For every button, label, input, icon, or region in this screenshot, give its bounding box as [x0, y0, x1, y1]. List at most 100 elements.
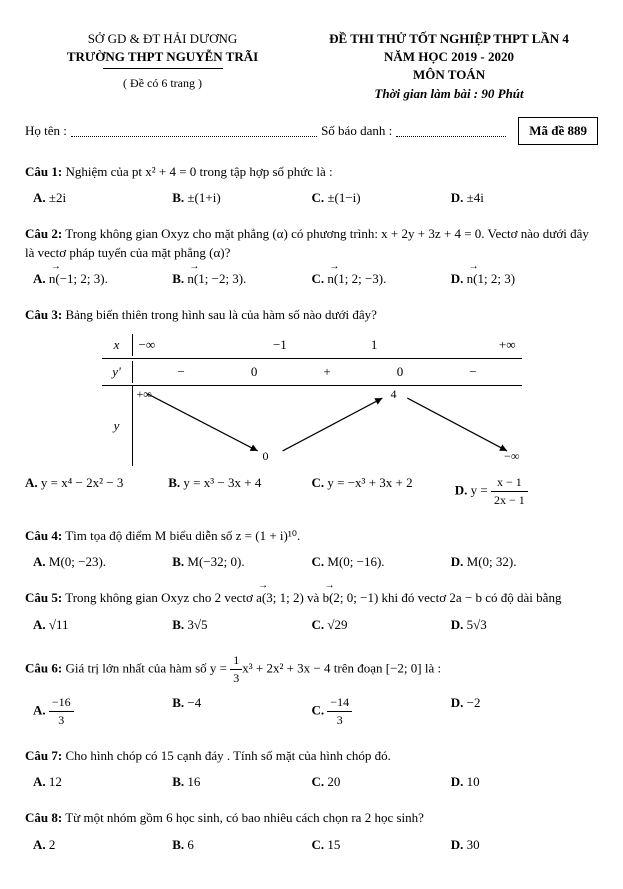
- q2-options: A. n(−1; 2; 3). B. n(1; −2; 3). C. n(1; …: [25, 270, 598, 288]
- q6-c-n: −14: [327, 694, 352, 712]
- q8-opt-a: A. 2: [33, 836, 172, 854]
- q6-a-n: −16: [49, 694, 74, 712]
- sbd-label: Số báo danh :: [321, 122, 392, 140]
- q8-text: Từ một nhóm gồm 6 học sinh, có bao nhiêu…: [65, 810, 424, 825]
- opt-label-a: A.: [33, 837, 46, 852]
- q1-opt-a: A. ±2i: [33, 189, 172, 207]
- q6-a-frac: −163: [49, 694, 74, 729]
- q1-d: ±4i: [467, 190, 484, 205]
- q8-title: Câu 8: Từ một nhóm gồm 6 học sinh, có ba…: [25, 809, 598, 827]
- opt-label-a: A.: [33, 190, 46, 205]
- q8-a: 2: [49, 837, 56, 852]
- vt-row-y: y +∞ 0 4 −∞: [102, 385, 522, 466]
- vt-yp-label: y': [102, 359, 132, 385]
- vector-a-icon: a(3; 1; 2): [256, 589, 304, 607]
- q6-opt-d: D. −2: [451, 694, 590, 729]
- exam-subject: MÔN TOÁN: [300, 66, 598, 84]
- q4-b: M(−32; 0).: [187, 554, 244, 569]
- vt-yp-cells: − 0 + 0 −: [132, 361, 522, 383]
- vt-x3: +∞: [421, 334, 521, 356]
- vt-yp3: 0: [376, 361, 425, 383]
- q8-num: Câu 8:: [25, 810, 62, 825]
- q2-c: n(1; 2; −3).: [327, 271, 386, 286]
- vt-x1: −1: [233, 334, 327, 356]
- q2-a: n(−1; 2; 3).: [49, 271, 108, 286]
- opt-label-b: B.: [172, 837, 184, 852]
- vt-arrows: +∞ 0 4 −∞: [132, 386, 522, 466]
- q5-options: A. √11 B. 3√5 C. √29 D. 5√3: [25, 616, 598, 634]
- opt-label-a: A.: [33, 554, 46, 569]
- q7-opt-c: C. 20: [312, 773, 451, 791]
- vt-x-cells: −∞ −1 1 +∞: [132, 334, 522, 356]
- q6-d: −2: [467, 695, 481, 710]
- q6-a-d: 3: [49, 712, 74, 729]
- vt-x2: 1: [327, 334, 421, 356]
- q3-opt-b: B. y = x³ − 3x + 4: [168, 474, 311, 509]
- q2-d: n(1; 2; 3): [467, 271, 515, 286]
- q5-post: khi đó vectơ 2a − b có độ dài bằng: [382, 590, 562, 605]
- vt-x0: −∞: [133, 334, 233, 356]
- variation-table: x −∞ −1 1 +∞ y' − 0 + 0 − y: [102, 332, 522, 466]
- opt-label-a: A.: [25, 475, 38, 490]
- q4-opt-d: D. M(0; 32).: [451, 553, 590, 571]
- q4-options: A. M(0; −23). B. M(−32; 0). C. M(0; −16)…: [25, 553, 598, 571]
- arrows-svg: [133, 386, 522, 466]
- q4-title: Câu 4: Tìm tọa độ điểm M biểu diễn số z …: [25, 527, 598, 545]
- q1-options: A. ±2i B. ±(1+i) C. ±(1−i) D. ±4i: [25, 189, 598, 207]
- opt-label-b: B.: [172, 190, 184, 205]
- q2-b: n(1; −2; 3).: [187, 271, 246, 286]
- q5-num: Câu 5:: [25, 590, 62, 605]
- q3-d-n: x − 1: [491, 474, 528, 492]
- opt-label-a: A.: [33, 703, 46, 718]
- q1-b: ±(1+i): [187, 190, 220, 205]
- q1-num: Câu 1:: [25, 164, 62, 179]
- q3-d-pre: y =: [471, 483, 491, 498]
- opt-label-b: B.: [172, 617, 184, 632]
- q5-a-vec: a(3; 1; 2): [256, 590, 304, 605]
- opt-label-b: B.: [172, 774, 184, 789]
- opt-label-c: C.: [312, 554, 325, 569]
- vector-b-icon: b(2; 0; −1): [323, 589, 379, 607]
- name-label: Họ tên :: [25, 122, 67, 140]
- exam-year: NĂM HỌC 2019 - 2020: [300, 48, 598, 66]
- q5-and: và: [307, 590, 323, 605]
- q3-opt-a: A. y = x⁴ − 2x² − 3: [25, 474, 168, 509]
- vt-y-botright: −∞: [504, 448, 519, 465]
- q5-title: Câu 5: Trong không gian Oxyz cho 2 vectơ…: [25, 589, 598, 607]
- question-8: Câu 8: Từ một nhóm gồm 6 học sinh, có ba…: [25, 809, 598, 853]
- opt-label-d: D.: [451, 695, 464, 710]
- opt-label-d: D.: [451, 554, 464, 569]
- q7-d: 10: [467, 774, 480, 789]
- q7-text: Cho hình chóp có 15 cạnh đáy . Tính số m…: [65, 748, 390, 763]
- q5-a: √11: [49, 617, 69, 632]
- q6-opt-a: A. −163: [33, 694, 172, 729]
- q5-opt-d: D. 5√3: [451, 616, 590, 634]
- q3-title: Câu 3: Bảng biến thiên trong hình sau là…: [25, 306, 598, 324]
- opt-label-c: C.: [312, 774, 325, 789]
- q1-opt-b: B. ±(1+i): [172, 189, 311, 207]
- dept-line: SỞ GD & ĐT HẢI DƯƠNG: [25, 30, 300, 48]
- page-note: ( Đề có 6 trang ): [25, 75, 300, 92]
- vt-yp0: −: [133, 361, 230, 383]
- q7-title: Câu 7: Cho hình chóp có 15 cạnh đáy . Tí…: [25, 747, 598, 765]
- opt-label-b: B.: [168, 475, 180, 490]
- question-4: Câu 4: Tìm tọa độ điểm M biểu diễn số z …: [25, 527, 598, 571]
- opt-label-c: C.: [312, 475, 325, 490]
- q1-opt-c: C. ±(1−i): [312, 189, 451, 207]
- q5-opt-c: C. √29: [312, 616, 451, 634]
- q3-opt-d: D. y = x − 12x − 1: [455, 474, 598, 509]
- question-2: Câu 2: Trong không gian Oxyz cho mặt phẳ…: [25, 225, 598, 288]
- q6-pre: Giá trị lớn nhất của hàm số y =: [65, 660, 230, 675]
- vector-icon: n(1; 2; −3).: [327, 270, 386, 288]
- q7-opt-a: A. 12: [33, 773, 172, 791]
- q1-text: Nghiệm của pt x² + 4 = 0 trong tập hợp s…: [65, 164, 332, 179]
- opt-label-d: D.: [451, 774, 464, 789]
- opt-label-d: D.: [451, 837, 464, 852]
- question-3: Câu 3: Bảng biến thiên trong hình sau là…: [25, 306, 598, 509]
- q4-c: M(0; −16).: [327, 554, 384, 569]
- q3-num: Câu 3:: [25, 307, 62, 322]
- vt-y-max: 4: [391, 386, 397, 403]
- q4-text: Tìm tọa độ điểm M biểu diễn số z = (1 + …: [65, 528, 300, 543]
- q7-num: Câu 7:: [25, 748, 62, 763]
- vt-yp1: 0: [230, 361, 279, 383]
